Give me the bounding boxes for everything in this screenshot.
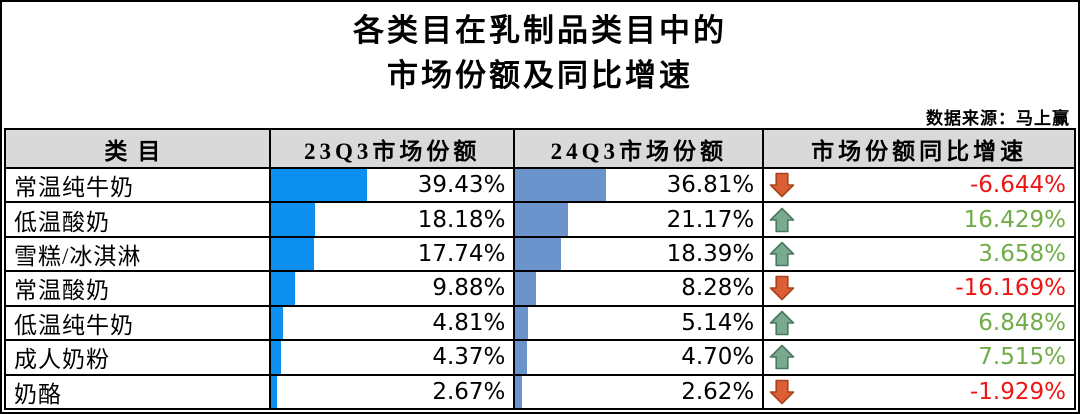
- share-bar-23q3: [270, 237, 314, 271]
- share-24q3-value: 8.28%: [681, 275, 755, 302]
- arrow-up-icon: [769, 207, 795, 232]
- share-bar-24q3: [515, 203, 568, 236]
- growth-cell: 3.658%: [764, 238, 1074, 270]
- growth-cell: 6.848%: [764, 307, 1074, 339]
- share-23q3-cell: 9.88%: [270, 272, 516, 305]
- share-bar-23q3: [270, 169, 367, 202]
- share-24q3-value: 18.39%: [666, 241, 755, 268]
- share-bar-24q3: [515, 375, 522, 408]
- share-24q3-value: 2.62%: [681, 378, 755, 405]
- category-cell: 常温纯牛奶: [6, 169, 271, 202]
- table-row: 成人奶粉 4.37% 4.70% 7.515%: [6, 341, 1074, 376]
- share-23q3-cell: 2.67%: [270, 375, 516, 408]
- growth-cell: 7.515%: [764, 341, 1074, 373]
- share-bar-24q3: [515, 169, 607, 202]
- share-24q3-cell: 21.17%: [515, 203, 765, 236]
- share-23q3-cell: 17.74%: [270, 237, 516, 271]
- share-bar-24q3: [515, 306, 529, 340]
- page-title: 各类目在乳制品类目中的 市场份额及同比增速: [2, 2, 1078, 98]
- title-line-1: 各类目在乳制品类目中的: [353, 13, 727, 48]
- share-bar-23q3: [270, 272, 295, 305]
- share-24q3-cell: 18.39%: [515, 237, 765, 271]
- arrow-up-icon: [769, 241, 795, 267]
- growth-cell: -1.929%: [764, 376, 1074, 408]
- share-bar-23q3: [270, 341, 282, 374]
- share-23q3-value: 18.18%: [417, 206, 506, 233]
- share-23q3-cell: 39.43%: [270, 169, 516, 202]
- share-23q3-cell: 18.18%: [270, 203, 516, 236]
- share-24q3-value: 5.14%: [681, 309, 755, 336]
- share-bar-23q3: [270, 306, 283, 340]
- arrow-up-icon: [769, 345, 795, 370]
- share-23q3-value: 4.37%: [432, 344, 506, 371]
- share-23q3-cell: 4.37%: [270, 341, 516, 374]
- growth-value: -1.929%: [970, 378, 1066, 405]
- share-24q3-value: 4.70%: [681, 344, 755, 371]
- category-cell: 成人奶粉: [6, 341, 271, 374]
- share-24q3-cell: 8.28%: [515, 272, 765, 305]
- table-header-row: 类目 23Q3市场份额 24Q3市场份额 市场份额同比增速: [6, 130, 1074, 169]
- growth-value: 16.429%: [963, 206, 1066, 233]
- table-row: 常温酸奶 9.88% 8.28% -16.169%: [6, 272, 1074, 307]
- share-24q3-value: 36.81%: [666, 172, 755, 199]
- growth-value: 6.848%: [978, 309, 1066, 336]
- arrow-down-icon: [769, 379, 795, 405]
- share-23q3-value: 4.81%: [432, 309, 506, 336]
- arrow-down-icon: [769, 172, 795, 198]
- category-cell: 雪糕/冰淇淋: [6, 237, 271, 271]
- share-bar-24q3: [515, 272, 536, 305]
- share-23q3-value: 17.74%: [417, 241, 506, 268]
- header-share-23q3: 23Q3市场份额: [271, 130, 516, 167]
- header-share-24q3: 24Q3市场份额: [515, 130, 765, 167]
- data-source-label: 数据来源：马上赢: [926, 109, 1070, 128]
- table-row: 常温纯牛奶 39.43% 36.81% -6.644%: [6, 169, 1074, 204]
- table-row: 低温纯牛奶 4.81% 5.14% 6.848%: [6, 306, 1074, 342]
- table-row: 雪糕/冰淇淋 17.74% 18.39% 3.658%: [6, 237, 1074, 273]
- share-bar-23q3: [270, 375, 278, 408]
- arrow-down-icon: [769, 276, 795, 301]
- growth-value: -16.169%: [955, 275, 1066, 302]
- category-cell: 常温酸奶: [6, 272, 271, 305]
- share-24q3-cell: 5.14%: [515, 306, 765, 340]
- share-bar-23q3: [270, 203, 315, 236]
- growth-cell: -16.169%: [764, 272, 1074, 304]
- header-category: 类目: [6, 130, 271, 167]
- table-row: 低温酸奶 18.18% 21.17% 16.429%: [6, 203, 1074, 238]
- category-cell: 低温酸奶: [6, 203, 271, 236]
- category-cell: 奶酪: [6, 375, 271, 408]
- title-line-2: 市场份额及同比增速: [387, 58, 693, 93]
- market-share-table: 类目 23Q3市场份额 24Q3市场份额 市场份额同比增速 常温纯牛奶 39.4…: [4, 128, 1076, 410]
- header-growth: 市场份额同比增速: [811, 138, 1028, 164]
- share-bar-24q3: [515, 237, 561, 271]
- table-row: 奶酪 2.67% 2.62% -1.929%: [6, 375, 1074, 408]
- growth-cell: -6.644%: [764, 169, 1074, 201]
- share-24q3-cell: 36.81%: [515, 169, 765, 202]
- share-24q3-cell: 4.70%: [515, 341, 765, 374]
- category-cell: 低温纯牛奶: [6, 306, 271, 340]
- growth-value: 7.515%: [978, 344, 1066, 371]
- arrow-up-icon: [769, 310, 795, 336]
- share-23q3-value: 39.43%: [417, 172, 506, 199]
- growth-value: 3.658%: [978, 241, 1066, 268]
- share-24q3-value: 21.17%: [666, 206, 755, 233]
- growth-value: -6.644%: [970, 172, 1066, 199]
- share-24q3-cell: 2.62%: [515, 375, 765, 408]
- share-23q3-value: 2.67%: [432, 378, 506, 405]
- share-23q3-cell: 4.81%: [270, 306, 516, 340]
- share-bar-24q3: [515, 341, 528, 374]
- share-23q3-value: 9.88%: [432, 275, 506, 302]
- growth-cell: 16.429%: [764, 203, 1074, 235]
